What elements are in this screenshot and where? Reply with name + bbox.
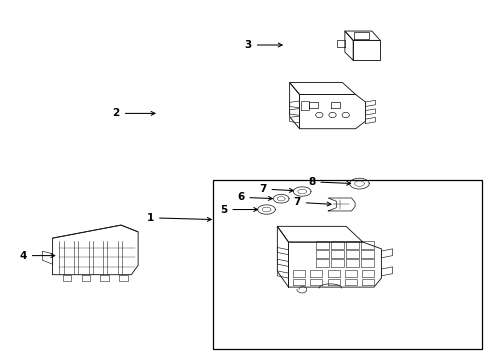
Text: 5: 5 — [220, 204, 257, 215]
Text: 7: 7 — [259, 184, 293, 194]
Text: 4: 4 — [20, 251, 55, 261]
Text: 6: 6 — [237, 192, 272, 202]
Text: 7: 7 — [293, 197, 330, 207]
Bar — [212, 180, 481, 349]
Text: 3: 3 — [244, 40, 282, 50]
Text: 2: 2 — [112, 108, 155, 118]
Text: 8: 8 — [307, 177, 350, 187]
Text: 1: 1 — [146, 213, 211, 223]
